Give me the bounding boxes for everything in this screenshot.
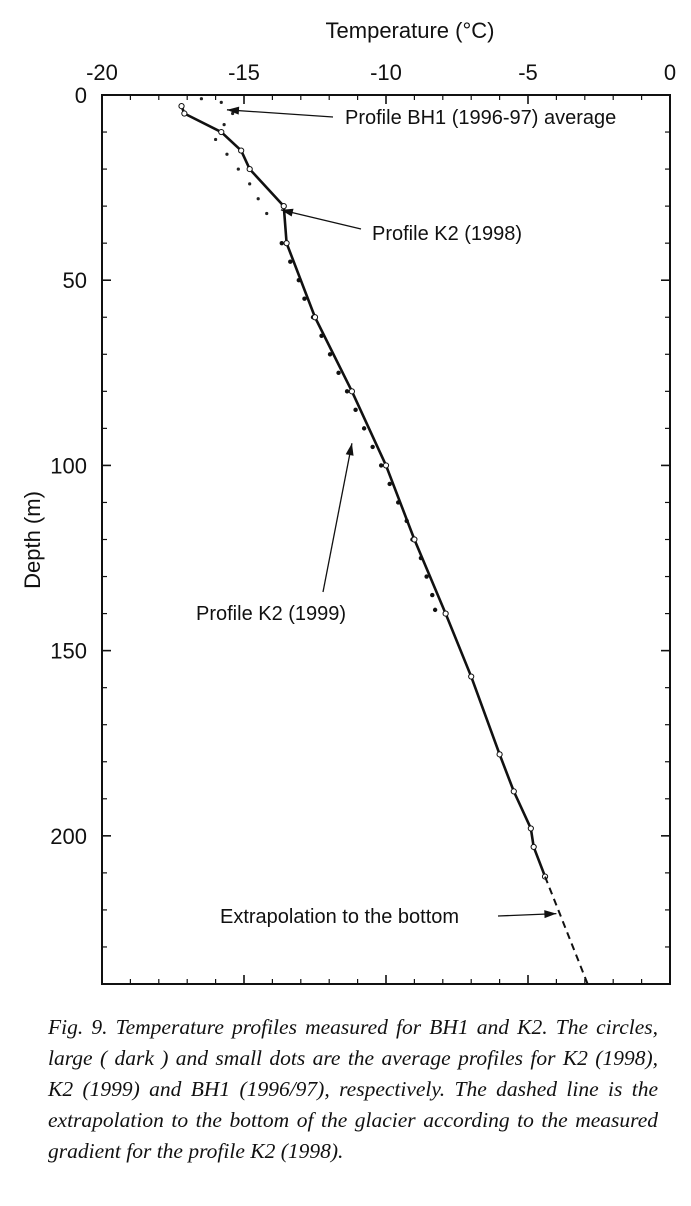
annotation-bh1-arrow-head [226,106,240,115]
k2-1999-dot [353,407,358,413]
k2-1998-circle [280,203,287,210]
k2-1998-circle [178,103,185,110]
extrapolation-dashed-line [544,876,589,985]
x-tick-label: -15 [228,60,260,85]
x-tick-label: -20 [86,60,118,85]
k2-1998-circle [411,536,418,543]
annotation-k2-1999-arrow-head [345,443,354,456]
k2-1998-circle [218,128,225,136]
k2-1999-dot [378,463,384,468]
temperature-depth-chart: Temperature (°C) Depth (m) -20 -15 -10 -5 0 0… [20,18,676,985]
figure-caption: Fig. 9. Temperature profiles measured fo… [48,1015,658,1163]
bh1-small-dot [265,211,269,216]
k2-1998-circle [382,462,390,469]
bh1-small-dot [256,197,260,201]
x-axis-label: Temperature (°C) [326,18,495,43]
annotation-extrapolation-label: Extrapolation to the bottom [220,906,459,928]
y-tick-label: 100 [50,453,87,478]
k2-1998-circle [181,110,188,117]
y-tick-label: 0 [75,83,87,108]
y-tick-label: 50 [63,268,87,293]
annotation-k2-1998-label: Profile K2 (1998) [372,223,522,245]
annotation-k2-1999-label: Profile K2 (1999) [196,603,346,625]
k2-1999-dot [361,426,367,431]
k2-1998-circle [530,843,537,851]
k2-1998-circle [496,751,503,758]
y-axis-label: Depth (m) [20,491,45,589]
k2-1998-circle [527,825,534,832]
k2-1999-dot [370,444,375,450]
annotation-k2-1999-arrow-line [322,443,353,593]
k2-1998-circle [283,240,290,247]
annotation-k2-1998-arrow-head [280,208,294,217]
annotation-extrapolation-arrow-head [544,910,557,919]
k2-1998-circle [238,147,245,154]
k2-1998-circle [348,388,356,395]
bh1-small-dot [214,137,218,142]
k2-1998-circle [510,788,517,795]
k2-1999-dot [327,352,333,357]
x-tick-label: 0 [664,60,676,85]
k2-1998-circle [311,314,319,321]
annotation-k2-1998-arrow-line [280,209,362,230]
y-tick-label: 200 [50,824,87,849]
y-tick-label: 150 [50,639,87,664]
k2-1999-dot [288,259,293,264]
k2-1999-dot [387,481,392,487]
bh1-small-dot [225,152,229,156]
k2-1998-circle [442,610,449,617]
k2-1999-dot [430,592,435,598]
k2-1999-dot [424,574,429,579]
annotation-bh1-label: Profile BH1 (1996-97) average [345,107,616,129]
k2-1999-dot [302,296,307,301]
bh1-small-dot [199,97,203,101]
k2-1998-line [180,105,547,878]
k2-1999-dot [279,240,284,246]
annotation-bh1-arrow-line [226,109,334,118]
k2-1999-dot [432,607,438,613]
bh1-small-dot [219,100,223,105]
x-tick-label: -5 [518,60,538,85]
x-tick-label: -10 [370,60,402,85]
bh1-small-dot [236,167,240,171]
bh1-small-dot [231,111,235,116]
bh1-small-dot [248,182,252,186]
k2-1998-circle [468,673,475,680]
k2-1999-dot [336,370,341,376]
k2-1998-circle [246,165,253,173]
bh1-small-dot [222,123,226,127]
k2-1999-dot [344,389,350,394]
